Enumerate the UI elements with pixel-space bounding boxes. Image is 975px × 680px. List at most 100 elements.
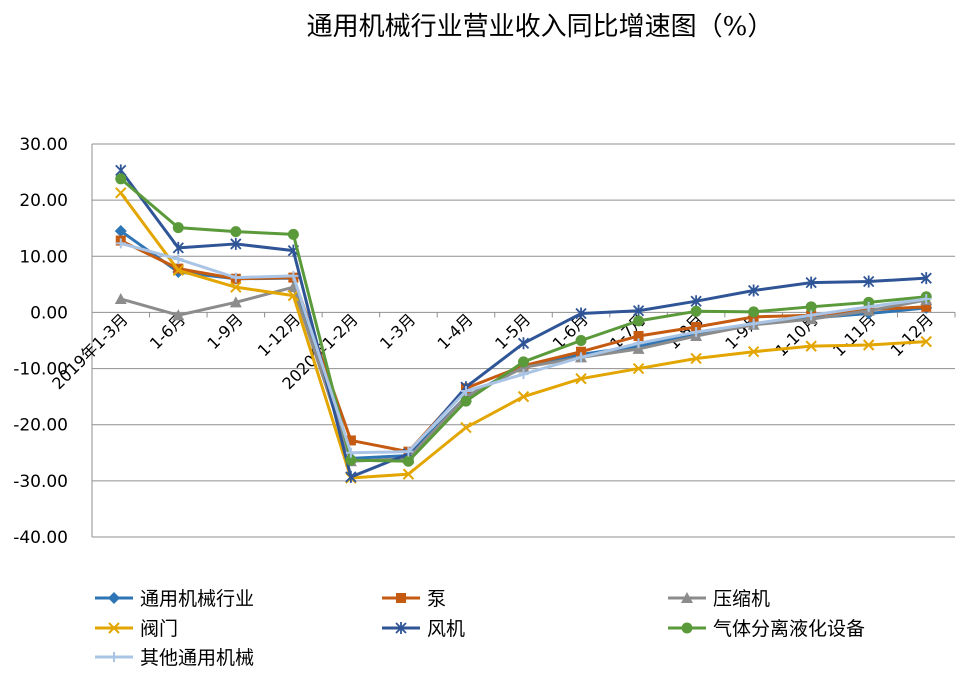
legend-label: 其他通用机械 (140, 647, 254, 669)
data-point (109, 652, 119, 662)
series-6 (115, 238, 932, 458)
legend-item: 压缩机 (668, 588, 770, 610)
x-tick-label: 1-9月 (203, 310, 246, 353)
legend-item: 通用机械行业 (95, 588, 254, 610)
data-point (681, 592, 693, 603)
data-point (690, 352, 702, 365)
data-point (115, 173, 127, 185)
data-point (288, 270, 299, 281)
data-point (863, 275, 875, 288)
data-point (690, 305, 702, 317)
data-point (172, 241, 184, 254)
data-point (460, 421, 472, 434)
y-axis: 30.00 20.00 10.00 0.00 -10.00 -20.00 -30.00 -40… (13, 135, 93, 548)
data-point (114, 225, 127, 238)
data-point (632, 304, 645, 317)
data-point (575, 372, 587, 385)
legend-label: 泵 (427, 588, 446, 610)
data-point (345, 447, 356, 458)
data-point (921, 293, 932, 304)
y-tick-label: -30.00 (13, 472, 68, 492)
data-point (863, 301, 874, 312)
data-point (345, 470, 357, 483)
y-tick-label: -20.00 (13, 416, 68, 436)
data-point (690, 295, 702, 308)
data-point (172, 264, 185, 277)
data-point (920, 335, 932, 348)
data-point (173, 254, 184, 265)
x-tick-label: 1-4月 (434, 310, 477, 353)
data-point (921, 301, 932, 312)
data-point (108, 592, 120, 604)
legend-label: 阀门 (140, 618, 178, 640)
legend-item: 泵 (382, 588, 446, 610)
chart-title: 通用机械行业营业收入同比增速图（%） (307, 12, 774, 42)
data-point (230, 237, 242, 250)
data-point (108, 622, 120, 634)
data-point (230, 281, 242, 293)
y-tick-label: 10.00 (19, 247, 68, 267)
legend-item: 风机 (382, 618, 465, 640)
data-point (691, 327, 702, 338)
legend-item: 气体分离液化设备 (668, 618, 865, 640)
data-point (805, 301, 817, 313)
y-tick-label: -40.00 (13, 528, 68, 548)
data-point (172, 309, 185, 321)
series-5 (115, 173, 932, 467)
data-point (460, 386, 471, 397)
data-point (862, 339, 875, 351)
series-3 (115, 187, 932, 484)
x-tick-label: 1-6月 (549, 310, 592, 353)
x-tick-label: 1-12月 (254, 310, 304, 360)
data-point (287, 289, 300, 302)
data-point (402, 455, 414, 467)
y-tick-label: 0.00 (30, 303, 68, 323)
x-tick-label: 1-3月 (376, 310, 419, 353)
data-point (576, 352, 587, 363)
data-point (748, 318, 759, 329)
data-point (633, 338, 644, 349)
data-point (575, 307, 587, 320)
data-point (115, 187, 127, 199)
data-point (230, 226, 242, 238)
data-point (460, 395, 472, 407)
series-group (114, 164, 933, 484)
data-point (632, 362, 645, 375)
data-point (402, 468, 415, 480)
data-point (633, 315, 645, 327)
data-point (633, 331, 644, 342)
legend-label: 通用机械行业 (140, 588, 254, 610)
data-point (747, 346, 760, 358)
data-point (230, 272, 241, 283)
x-tick-label: 1-12月 (887, 310, 937, 360)
data-point (518, 369, 529, 380)
data-point (747, 284, 760, 297)
data-point (805, 276, 817, 289)
data-point (691, 322, 702, 333)
data-point (518, 356, 529, 368)
legend-label: 压缩机 (713, 588, 770, 610)
legend-label: 风机 (427, 618, 465, 640)
data-point (517, 337, 530, 350)
data-point (287, 228, 299, 240)
legend-item: 其他通用机械 (95, 647, 254, 669)
data-point (517, 390, 530, 403)
data-point (172, 222, 184, 234)
data-point (396, 593, 406, 603)
data-point (805, 340, 817, 352)
data-point (920, 272, 932, 285)
legend-item: 阀门 (95, 618, 178, 640)
y-tick-label: 20.00 (19, 191, 68, 211)
data-point (115, 238, 126, 249)
data-point (403, 446, 414, 457)
y-tick-label: -10.00 (13, 360, 68, 380)
x-tick-label: 1-6月 (146, 310, 189, 353)
data-point (395, 622, 407, 634)
data-point (748, 306, 760, 318)
data-point (681, 622, 693, 634)
data-point (345, 435, 356, 446)
data-point (575, 335, 587, 346)
data-point (114, 292, 127, 304)
